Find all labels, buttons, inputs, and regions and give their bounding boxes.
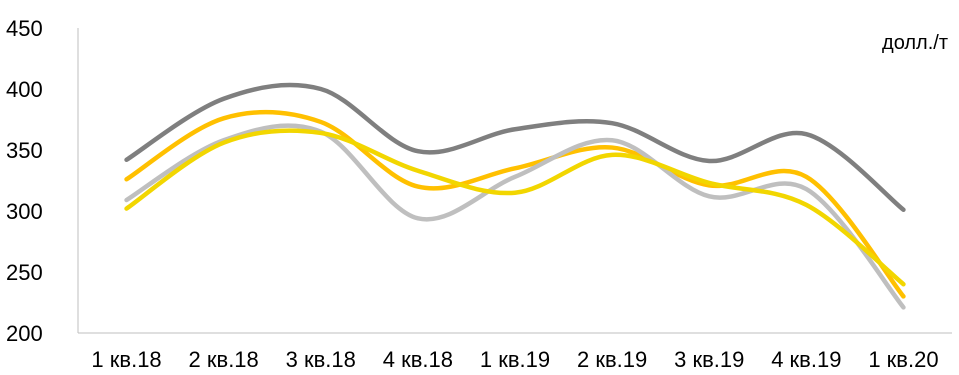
x-tick-label: 4 кв.18 [383,347,453,372]
y-tick-label: 450 [6,16,43,41]
series-lines [124,82,906,310]
series-line-1 [124,82,906,213]
series-line-3 [124,123,906,310]
y-tick-label: 400 [6,77,43,102]
tick-labels: 200 250 300 350 400 450 1 кв.18 2 кв.18 3 кв.18 4… [6,16,939,372]
x-tick-label: 1 кв.18 [91,347,161,372]
y-tick-label: 250 [6,260,43,285]
series-line-4 [124,128,906,287]
axes [77,28,952,334]
x-tick-label: 3 кв.18 [286,347,356,372]
y-tick-label: 300 [6,199,43,224]
x-tick-label: 2 кв.19 [577,347,647,372]
x-tick-label: 1 кв.20 [868,347,938,372]
x-tick-label: 2 кв.18 [189,347,259,372]
y-tick-label: 350 [6,138,43,163]
series-line-2 [124,109,906,299]
x-tick-label: 4 кв.19 [771,347,841,372]
x-tick-label: 3 кв.19 [674,347,744,372]
x-tick-label: 1 кв.19 [480,347,550,372]
y-tick-label: 200 [6,321,43,346]
unit-label: долл./т [882,32,948,54]
